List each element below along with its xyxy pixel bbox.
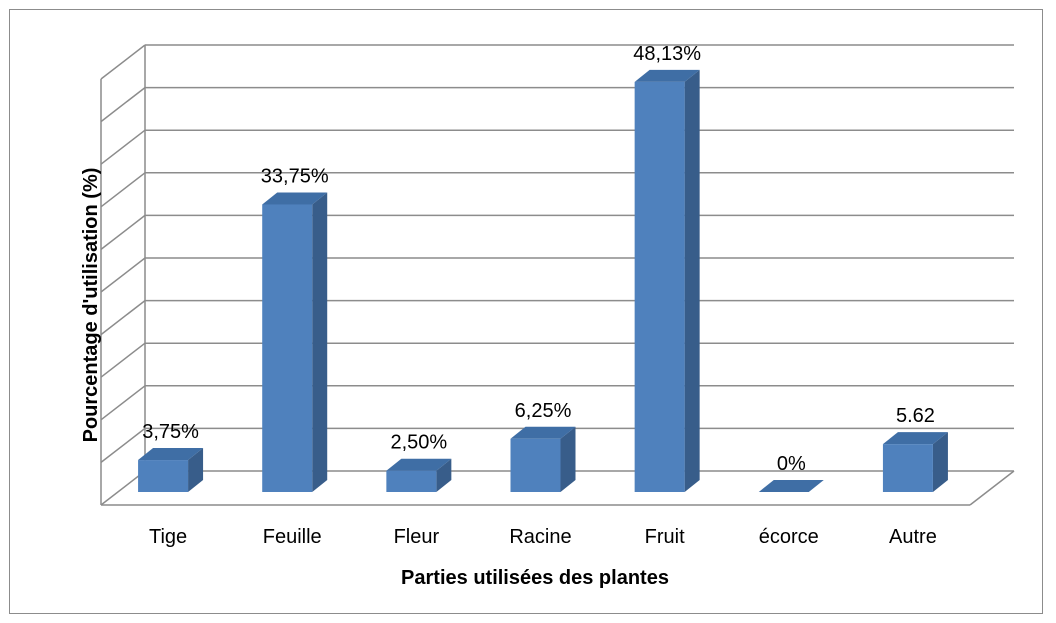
bars <box>138 69 948 492</box>
bar-top <box>262 192 328 205</box>
bar-side <box>188 448 204 492</box>
x-axis-title: Parties utilisées des plantes <box>401 567 669 589</box>
bar-top <box>758 480 824 492</box>
bar-4 <box>510 426 576 492</box>
bar-front <box>138 460 189 492</box>
side-gridline <box>100 470 146 506</box>
bar-front <box>634 81 685 492</box>
bar-1 <box>138 448 204 492</box>
chart-frame <box>9 9 1043 614</box>
bar-top <box>386 458 452 471</box>
side-gridline <box>100 87 146 123</box>
bar-top <box>138 448 204 461</box>
x-tick-label: Fleur <box>394 526 440 548</box>
data-label: 0% <box>777 453 806 475</box>
side-gridline <box>100 300 146 336</box>
bar-6 <box>758 480 824 492</box>
data-labels: 3,75% 33,75% 2,50% 6,25% 48,13% 0% 5.62 <box>142 43 935 475</box>
side-gridline <box>100 257 146 293</box>
side-gridline <box>100 427 146 463</box>
x-tick-label: Feuille <box>263 526 322 548</box>
bar-side <box>684 69 700 492</box>
bar-front <box>386 470 437 492</box>
bar-top <box>510 426 576 439</box>
side-gridline <box>100 44 146 80</box>
side-gridline <box>100 214 146 250</box>
x-tick-label: Racine <box>509 526 571 548</box>
bar-front <box>882 444 933 492</box>
data-label: 6,25% <box>515 400 572 422</box>
bar-2 <box>262 192 328 492</box>
bar-front <box>510 438 561 492</box>
bar-7 <box>882 432 948 492</box>
floor-right-edge <box>969 470 1015 506</box>
bar-front <box>262 204 313 492</box>
x-tick-label: Tige <box>149 526 187 548</box>
data-label: 2,50% <box>390 432 447 454</box>
data-label: 33,75% <box>261 165 329 187</box>
bar-side <box>436 458 452 492</box>
bar-top <box>634 69 700 82</box>
bar-side <box>932 432 948 492</box>
side-gridline <box>100 172 146 208</box>
data-label: 3,75% <box>142 421 199 443</box>
x-tick-labels: Tige Feuille Fleur Racine Fruit écorce Autre <box>149 526 937 548</box>
x-tick-label: Fruit <box>645 526 685 548</box>
side-gridline <box>100 129 146 165</box>
data-label: 5.62 <box>896 405 935 427</box>
y-axis-title: Pourcentage d'utilisation (%) <box>80 168 102 443</box>
bar-5 <box>634 69 700 492</box>
side-gridline <box>100 342 146 378</box>
bar-3 <box>386 458 452 492</box>
x-tick-label: écorce <box>759 526 819 548</box>
x-tick-label: Autre <box>889 526 937 548</box>
bar-side <box>312 192 328 492</box>
bar-top <box>882 432 948 445</box>
bar-side <box>560 426 576 492</box>
data-label: 48,13% <box>633 43 701 65</box>
side-gridline <box>100 385 146 421</box>
